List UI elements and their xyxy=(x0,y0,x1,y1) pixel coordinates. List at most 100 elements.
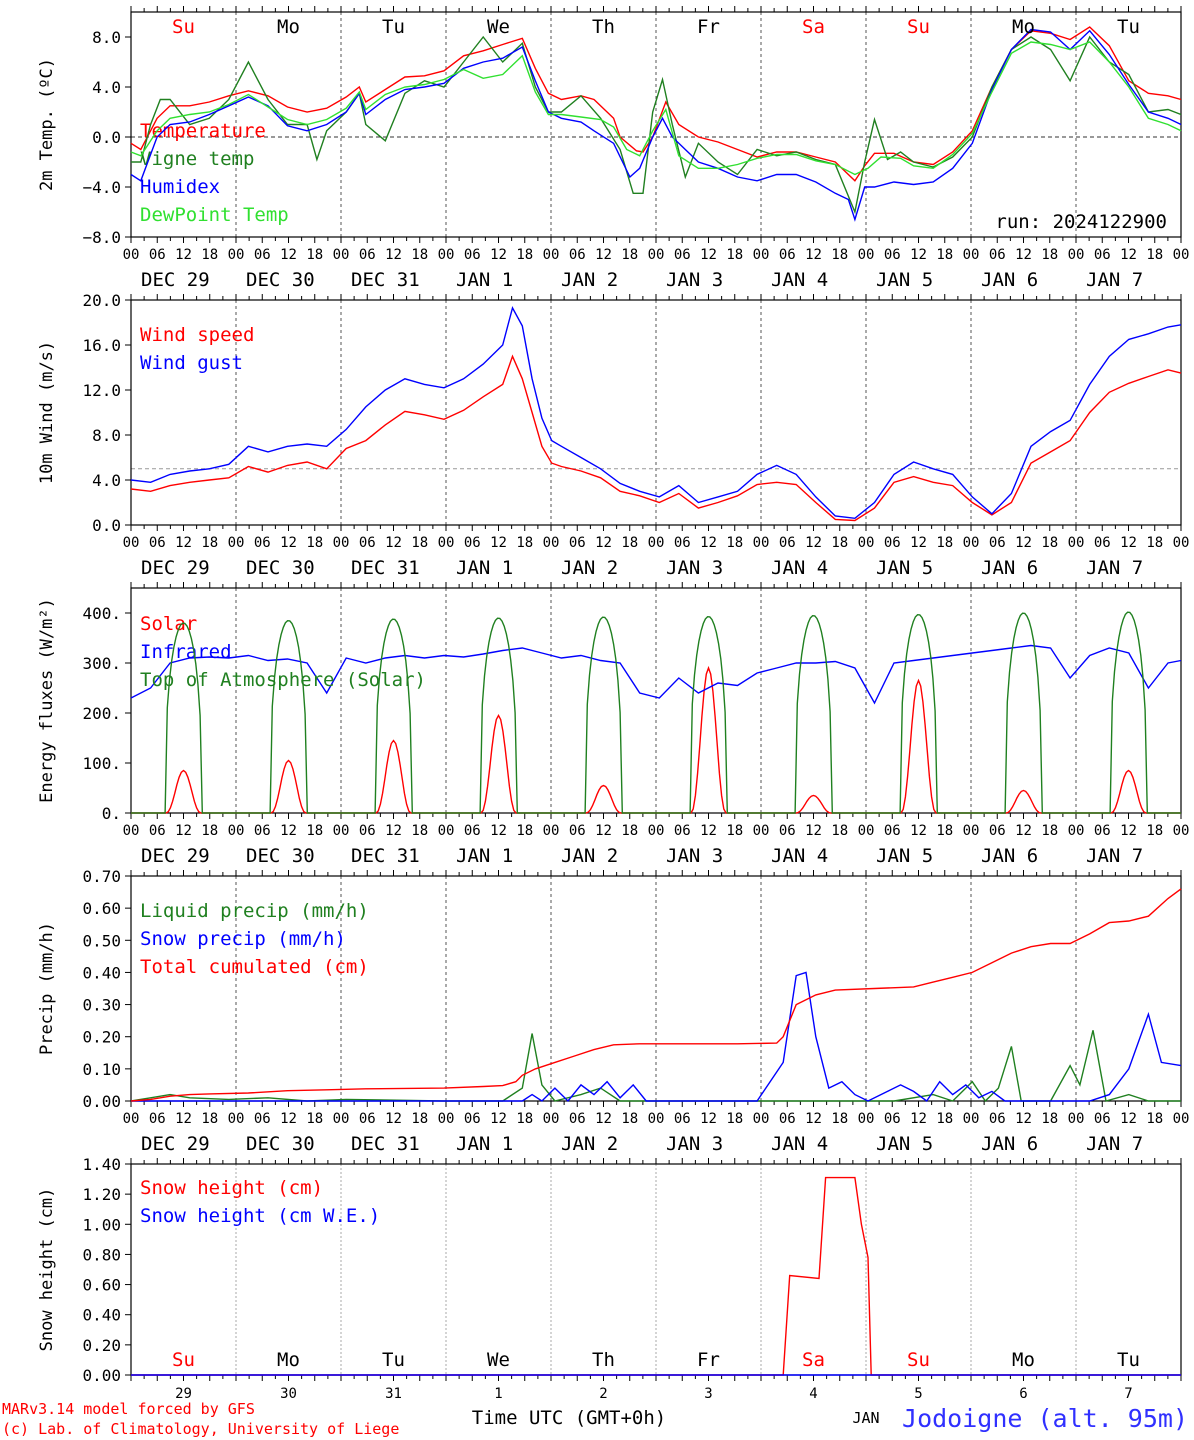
hour-tick-label: 18 xyxy=(726,535,743,551)
hour-tick-label: 18 xyxy=(831,535,848,551)
y-tick-label: 1.00 xyxy=(82,1215,121,1234)
weekday-label: Sa xyxy=(802,16,825,38)
series-line-total-cumulated-cm- xyxy=(130,888,1182,1102)
hour-tick-label: 00 xyxy=(858,535,875,551)
hour-tick-label: 00 xyxy=(438,535,455,551)
snow-legend-entry: Snow height (cm W.E.) xyxy=(140,1205,380,1227)
hour-tick-label: 06 xyxy=(464,1111,481,1127)
hour-tick-label: 18 xyxy=(621,823,638,839)
series-line-snow-precip-mm-h- xyxy=(131,971,1182,1103)
station-label: Jodoigne (alt. 95m) xyxy=(902,1404,1188,1433)
hour-tick-label: 12 xyxy=(700,535,717,551)
y-tick-label: 20.0 xyxy=(82,291,121,310)
hour-tick-label: 12 xyxy=(805,1111,822,1127)
hour-tick-label: 00 xyxy=(858,247,875,263)
hour-tick-label: 06 xyxy=(464,247,481,263)
hour-tick-label: 12 xyxy=(805,535,822,551)
hour-tick-label: 12 xyxy=(490,247,507,263)
temp-legend-entry: DewPoint Temp xyxy=(140,204,289,226)
hour-tick-label: 12 xyxy=(805,247,822,263)
date-label: JAN 7 xyxy=(1086,557,1143,579)
hour-tick-label: 00 xyxy=(648,535,665,551)
date-label: DEC 30 xyxy=(246,845,315,867)
plot-frame xyxy=(130,587,1182,814)
weekday-label: Th xyxy=(592,1349,615,1371)
day-number-label: 7 xyxy=(1124,1386,1132,1402)
hour-tick-label: 06 xyxy=(254,247,271,263)
hour-tick-label: 00 xyxy=(858,823,875,839)
day-number-label: 31 xyxy=(385,1386,402,1402)
series-line-dewpoint-temp xyxy=(130,41,1182,176)
hour-tick-label: 00 xyxy=(963,535,980,551)
date-label: JAN 2 xyxy=(561,1133,618,1155)
hour-tick-label: 00 xyxy=(438,1111,455,1127)
hour-tick-label: 12 xyxy=(175,535,192,551)
day-number-label: 5 xyxy=(914,1386,922,1402)
hour-tick-label: 06 xyxy=(674,247,691,263)
chart-panels: −8.0 −4.0 0.0 4.0 8.0 2m Temp. (ºC) Temperatur… xyxy=(37,6,1189,1402)
plot-frame xyxy=(130,299,1182,526)
hour-tick-label: 06 xyxy=(569,247,586,263)
hour-tick-label: 00 xyxy=(123,1111,140,1127)
y-axis-label: 2m Temp. (ºC) xyxy=(37,58,57,191)
hour-tick-label: 06 xyxy=(779,247,796,263)
y-tick-label: 0.60 xyxy=(82,1276,121,1295)
y-tick-label: 1.20 xyxy=(82,1185,121,1204)
hour-tick-label: 06 xyxy=(464,535,481,551)
y-tick-label: 0.20 xyxy=(82,1028,121,1047)
hour-tick-label: 12 xyxy=(1120,823,1137,839)
hour-tick-label: 12 xyxy=(280,823,297,839)
hour-tick-label: 00 xyxy=(228,247,245,263)
y-tick-label: 0.0 xyxy=(92,128,121,147)
hour-tick-label: 18 xyxy=(1041,535,1058,551)
hour-tick-label: 12 xyxy=(595,1111,612,1127)
hour-tick-label: 18 xyxy=(726,823,743,839)
y-tick-label: 0.30 xyxy=(82,996,121,1015)
hour-tick-label: 00 xyxy=(963,1111,980,1127)
weekday-label: We xyxy=(487,16,510,38)
weekday-label: Su xyxy=(907,16,930,38)
y-tick-label: 200. xyxy=(82,704,121,723)
date-label: DEC 29 xyxy=(141,557,210,579)
weekday-label: Mo xyxy=(277,16,300,38)
hour-tick-label: 06 xyxy=(569,535,586,551)
y-tick-label: 0.80 xyxy=(82,1245,121,1264)
date-label: DEC 31 xyxy=(351,1133,420,1155)
date-label: JAN 5 xyxy=(876,845,933,867)
date-label: DEC 30 xyxy=(246,557,315,579)
hour-tick-label: 06 xyxy=(1094,1111,1111,1127)
date-label: JAN 7 xyxy=(1086,1133,1143,1155)
hour-tick-label: 06 xyxy=(149,535,166,551)
date-label: DEC 30 xyxy=(246,269,315,291)
hour-tick-label: 12 xyxy=(1015,535,1032,551)
y-tick-label: 0.0 xyxy=(92,516,121,535)
precip-legend-entry: Total cumulated (cm) xyxy=(140,956,369,978)
date-label: JAN 6 xyxy=(981,557,1038,579)
temperature-panel: −8.0 −4.0 0.0 4.0 8.0 2m Temp. (ºC) Temperatur… xyxy=(37,6,1189,291)
hour-tick-label: 06 xyxy=(359,1111,376,1127)
hour-tick-label: 06 xyxy=(779,1111,796,1127)
hour-tick-label: 18 xyxy=(1146,823,1163,839)
hour-tick-label: 06 xyxy=(989,535,1006,551)
date-label: JAN 7 xyxy=(1086,269,1143,291)
hour-tick-label: 00 xyxy=(438,823,455,839)
temp-legend-entry: Temperature xyxy=(140,120,266,142)
hour-tick-label: 12 xyxy=(910,247,927,263)
y-tick-label: −4.0 xyxy=(82,178,121,197)
hour-tick-label: 18 xyxy=(1146,1111,1163,1127)
hour-tick-label: 06 xyxy=(254,823,271,839)
hour-tick-label: 12 xyxy=(490,823,507,839)
hour-tick-label: 00 xyxy=(438,247,455,263)
hour-tick-label: 06 xyxy=(779,535,796,551)
hour-tick-label: 12 xyxy=(910,823,927,839)
hour-tick-label: 00 xyxy=(228,535,245,551)
weekday-label: Mo xyxy=(277,1349,300,1371)
hour-tick-label: 18 xyxy=(411,1111,428,1127)
date-label: JAN 4 xyxy=(771,845,828,867)
hour-tick-label: 00 xyxy=(333,823,350,839)
hour-tick-label: 00 xyxy=(963,247,980,263)
weekday-label: Tu xyxy=(1117,16,1140,38)
series-line-wind-gust xyxy=(130,306,1182,520)
hour-tick-label: 12 xyxy=(1015,823,1032,839)
